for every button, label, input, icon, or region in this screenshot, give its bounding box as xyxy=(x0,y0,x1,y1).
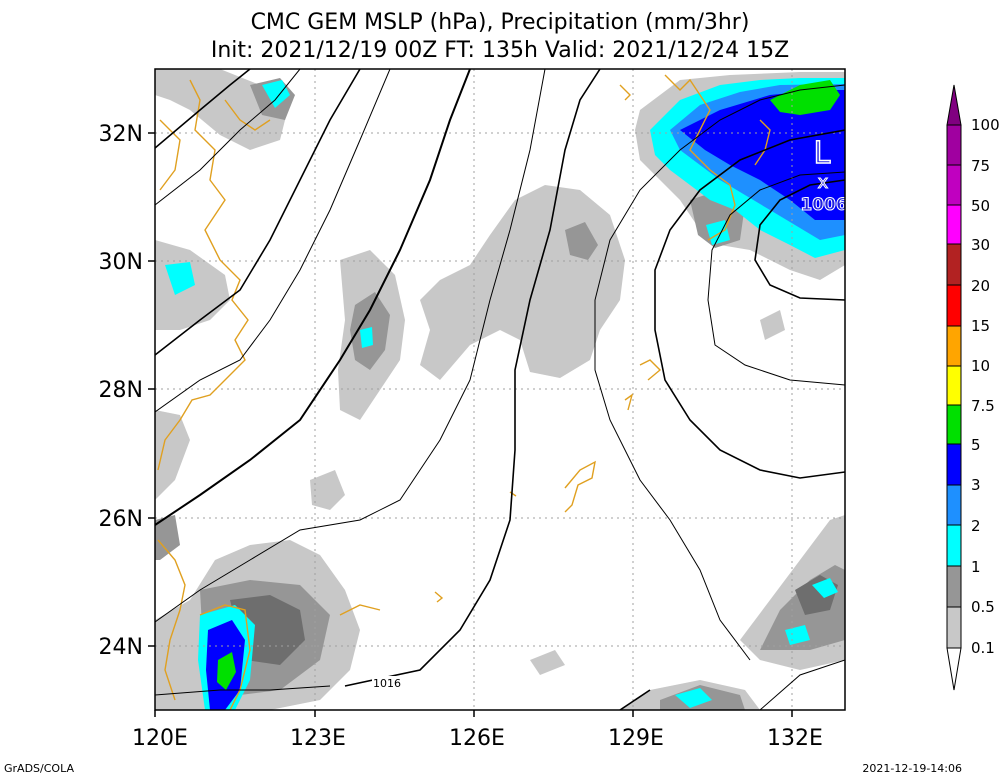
legend-swatch-10 xyxy=(946,204,962,245)
legend-label-1: 1 xyxy=(971,558,981,576)
precip-area-cyan-se xyxy=(812,578,838,598)
legend-label-100: 100 xyxy=(971,116,1000,134)
low-pressure-center: L x 1006 xyxy=(800,135,847,215)
lat-label-26n: 26N xyxy=(99,507,143,532)
low-pressure-symbol: L xyxy=(814,136,831,171)
precip-area-medium6 xyxy=(155,515,180,560)
legend-swatch-5 xyxy=(946,404,962,445)
legend-label-30: 30 xyxy=(971,236,990,254)
legend-label-3: 3 xyxy=(971,476,981,494)
coastlines xyxy=(157,74,771,710)
precip-area-medium2 xyxy=(565,222,598,260)
legend-label-0.5: 0.5 xyxy=(971,598,995,616)
legend-swatch-1 xyxy=(946,565,962,608)
low-pressure-x-marker: x xyxy=(818,172,829,193)
precip-area-cyan-nw xyxy=(262,80,290,108)
precip-area-isolated3 xyxy=(760,310,785,340)
legend-label-15: 15 xyxy=(971,317,990,335)
precip-area-cyan-se2 xyxy=(785,625,810,645)
low-pressure-value: 1006 xyxy=(800,195,847,215)
axis-ticks xyxy=(148,132,793,717)
legend-swatch-2 xyxy=(946,524,962,567)
isobars xyxy=(155,69,845,710)
precip-area-cyan-s xyxy=(675,688,712,708)
legend-low-triangle xyxy=(946,647,962,691)
legend-label-75: 75 xyxy=(971,157,990,175)
legend-label-0.1: 0.1 xyxy=(971,639,995,657)
precip-area-cyan-w xyxy=(165,262,195,295)
legend-swatch-6 xyxy=(946,365,962,406)
lon-label-120e: 120E xyxy=(132,726,188,751)
lat-label-30n: 30N xyxy=(99,250,143,275)
legend-swatch-3 xyxy=(946,484,962,526)
lat-label-28n: 28N xyxy=(99,378,143,403)
precip-area-isolated2 xyxy=(530,650,565,675)
legend-high-triangle xyxy=(946,84,962,126)
legend-swatch-9 xyxy=(946,243,962,286)
legend-swatch-11 xyxy=(946,164,962,206)
footer-timestamp: 2021-12-19-14:06 xyxy=(862,762,962,775)
lat-label-24n: 24N xyxy=(99,635,143,660)
map-plot-area: 1016 L x 1006 xyxy=(155,69,847,710)
lat-label-32n: 32N xyxy=(99,122,143,147)
lon-label-129e: 129E xyxy=(608,726,664,751)
precipitation-legend: 0.1 0.5 1 2 3 5 7.5 10 15 20 30 50 75 10… xyxy=(946,84,1000,691)
precip-area-isolated1 xyxy=(310,470,345,510)
legend-swatch-4 xyxy=(946,443,962,486)
map-title-line2: Init: 2021/12/19 00Z FT: 135h Valid: 202… xyxy=(210,38,790,63)
map-title-line1: CMC GEM MSLP (hPa), Precipitation (mm/3h… xyxy=(250,10,750,35)
legend-label-7.5: 7.5 xyxy=(971,397,995,415)
legend-label-50: 50 xyxy=(971,197,990,215)
legend-swatch-0 xyxy=(946,606,962,649)
legend-label-20: 20 xyxy=(971,277,990,295)
lon-label-123e: 123E xyxy=(290,726,346,751)
legend-label-10: 10 xyxy=(971,357,990,375)
axis-labels: 32N 30N 28N 26N 24N 120E 123E 126E 129E … xyxy=(99,122,823,751)
legend-label-2: 2 xyxy=(971,517,981,535)
precip-area-green-sw xyxy=(217,652,236,690)
isobar-label-1016: 1016 xyxy=(373,677,401,690)
lat-lon-grid xyxy=(155,69,845,710)
precip-area-cyan-w2 xyxy=(360,327,373,348)
lon-label-132e: 132E xyxy=(767,726,823,751)
legend-swatch-12 xyxy=(946,124,962,166)
legend-swatch-7 xyxy=(946,325,962,367)
legend-label-5: 5 xyxy=(971,436,981,454)
precip-area-green-ne xyxy=(770,80,840,115)
legend-swatch-8 xyxy=(946,284,962,327)
precip-area-westcoast2 xyxy=(155,410,190,500)
footer-credit: GrADS/COLA xyxy=(4,762,74,775)
lon-label-126e: 126E xyxy=(449,726,505,751)
